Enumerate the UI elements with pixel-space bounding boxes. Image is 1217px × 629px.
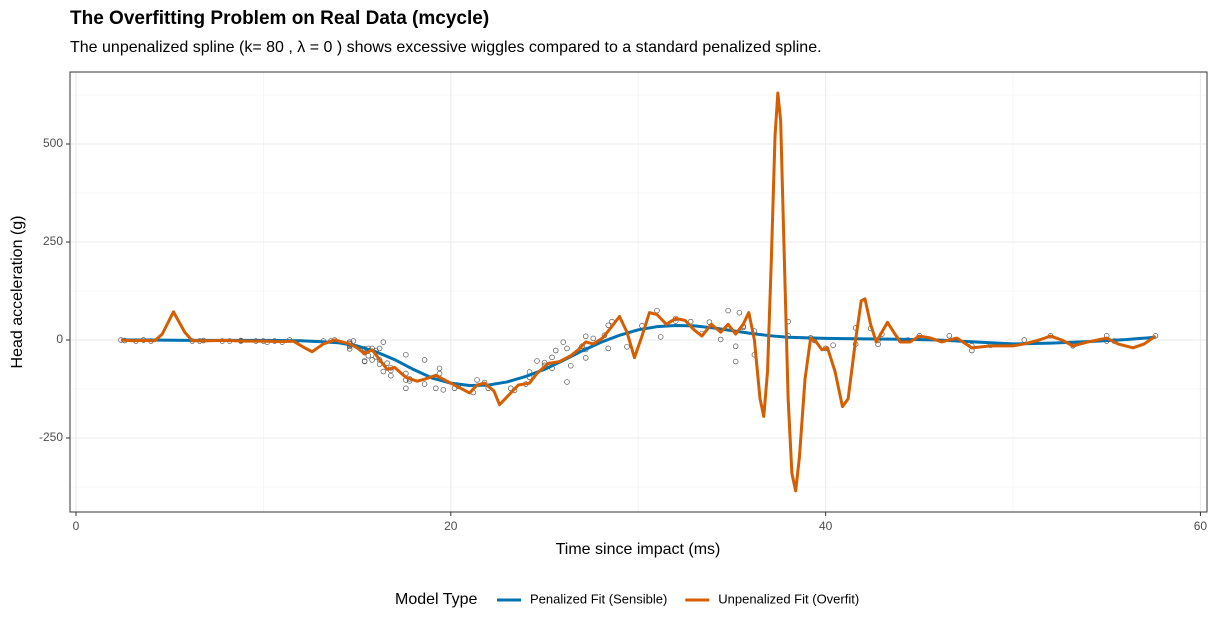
data-point xyxy=(403,385,409,392)
y-tick-label: -250 xyxy=(39,430,63,444)
data-point xyxy=(564,379,570,385)
fit-line xyxy=(120,323,1156,387)
data-point xyxy=(380,339,387,345)
data-point xyxy=(875,341,881,347)
x-tick-label: 40 xyxy=(819,519,833,533)
data-point xyxy=(350,338,357,344)
legend-label: Unpenalized Fit (Overfit) xyxy=(718,591,859,606)
panel-border xyxy=(69,71,1208,513)
x-axis-title: Time since impact (ms) xyxy=(556,541,721,558)
data-point xyxy=(736,309,743,316)
data-point xyxy=(380,368,387,375)
chart-title: The Overfitting Problem on Real Data (mc… xyxy=(70,8,489,29)
data-point xyxy=(369,357,375,363)
data-point xyxy=(605,345,611,352)
data-point xyxy=(624,344,630,350)
data-point xyxy=(946,333,953,339)
data-point xyxy=(717,336,724,343)
data-point xyxy=(657,334,664,340)
data-point xyxy=(346,346,353,352)
data-point xyxy=(534,358,540,364)
data-point xyxy=(436,365,443,372)
data-point xyxy=(388,372,394,379)
data-point xyxy=(830,342,836,348)
data-point xyxy=(421,357,428,363)
data-point xyxy=(361,358,368,365)
data-point xyxy=(605,322,611,329)
data-point xyxy=(440,387,447,393)
data-point xyxy=(376,345,383,352)
data-point xyxy=(564,345,570,352)
data-point xyxy=(732,358,739,365)
x-tick-label: 0 xyxy=(73,519,80,533)
y-axis-title: Head acceleration (g) xyxy=(9,216,26,369)
data-point xyxy=(568,362,574,369)
data-point xyxy=(474,377,480,383)
data-point xyxy=(553,347,559,354)
data-point xyxy=(384,360,390,366)
data-point xyxy=(560,339,567,345)
legend-title: Model Type xyxy=(395,591,478,608)
chart-subtitle: The unpenalized spline (k= 80 , λ = 0 ) … xyxy=(70,39,822,56)
y-tick-label: 500 xyxy=(43,136,63,150)
data-point xyxy=(582,333,589,340)
data-point xyxy=(590,335,596,342)
data-point xyxy=(403,351,409,358)
data-point xyxy=(582,355,589,361)
legend-label: Penalized Fit (Sensible) xyxy=(530,591,667,606)
data-point xyxy=(421,381,428,387)
y-tick-label: 0 xyxy=(56,332,63,346)
data-point xyxy=(549,354,555,361)
data-point xyxy=(433,385,439,392)
y-tick-label: 250 xyxy=(43,234,63,248)
x-tick-label: 20 xyxy=(444,519,458,533)
fit-line xyxy=(120,91,1157,493)
data-point xyxy=(732,343,739,350)
data-point xyxy=(654,307,660,314)
data-point xyxy=(725,307,731,314)
x-tick-label: 60 xyxy=(1194,519,1208,533)
